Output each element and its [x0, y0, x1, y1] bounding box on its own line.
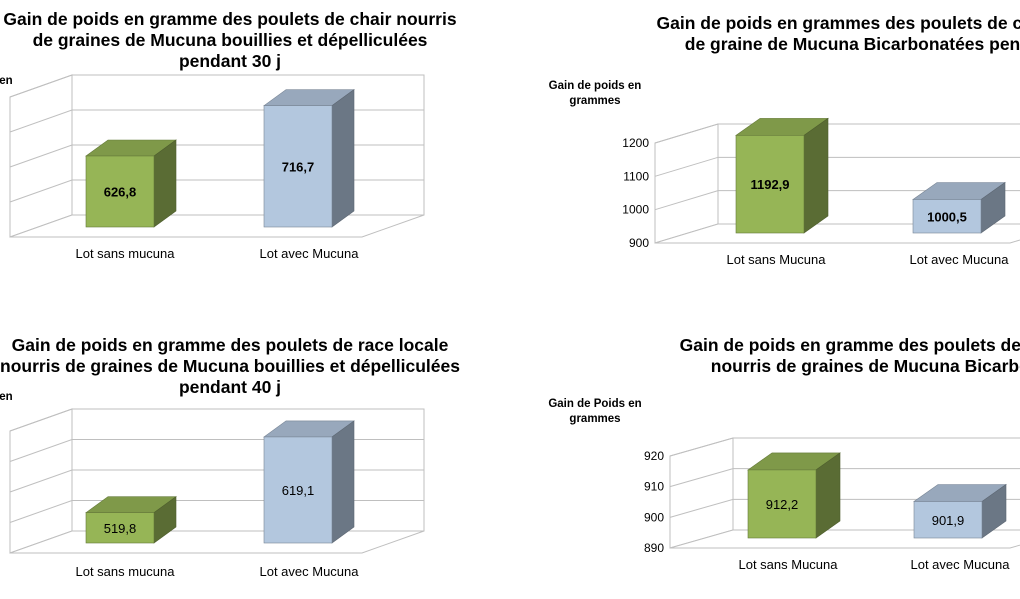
bar-value-label: 626,8 — [104, 184, 137, 199]
chart-plot-svg: 890 900 910 920 912,2 Lot sans Mucuna 901,9 Lot… — [644, 437, 1020, 572]
chart-title-line: Gain de poids en gramme des poulets de c… — [3, 9, 457, 29]
bar-value-label: 901,9 — [932, 513, 965, 528]
chart-locale-bouillies: 519,8 Lot sans mucuna 619,1 Lot avec Mucuna… — [0, 300, 490, 599]
y-axis-label: Gain de poids en grammes — [540, 79, 650, 109]
gridline — [9, 74, 424, 98]
chart-title-line: nourris de graines de Mucuna Bicarbonaté… — [710, 356, 1020, 376]
chart-plot-svg: 900 1000 1100 1200 1192,9 Lot sans Mucuna 1000… — [622, 117, 1020, 267]
chart-title-line: pendant 30 j — [178, 51, 282, 71]
gridline — [669, 468, 1020, 488]
y-axis-label-line: grammes — [0, 405, 10, 420]
x-tick-label: Lot sans Mucuna — [726, 252, 826, 267]
bar-value-label: 519,8 — [104, 521, 137, 536]
y-axis-label-line: Gain de poids en — [0, 75, 13, 87]
chart-title-line: de graines de Mucuna bouillies et dépell… — [32, 30, 428, 50]
gridline — [669, 437, 1020, 457]
y-axis-label-line: grammes — [569, 413, 621, 425]
y-tick-label: 890 — [644, 541, 664, 555]
y-tick-label: 910 — [644, 480, 664, 494]
chart-chair-bouillies: 626,8 Lot sans mucuna 716,7 Lot avec Mucuna… — [0, 0, 490, 290]
side-wall — [669, 437, 734, 549]
gridline — [654, 123, 1020, 144]
x-tick-label: Lot sans mucuna — [75, 246, 175, 261]
y-axis-label-line: Gain de poids en — [548, 80, 642, 92]
y-tick-label: 1100 — [623, 169, 649, 183]
bar-side — [331, 89, 355, 228]
x-tick-label: Lot avec Mucuna — [259, 564, 359, 579]
y-axis-label-line: grammes — [0, 89, 10, 104]
x-tick-label: Lot avec Mucuna — [910, 557, 1010, 572]
gridline — [9, 408, 424, 432]
y-tick-label: 900 — [629, 236, 649, 250]
bar-side — [331, 420, 355, 544]
bar-value-label: 1192,9 — [750, 177, 789, 192]
bar — [263, 105, 333, 228]
side-wall — [654, 123, 719, 244]
chart-locale-bicarbonatees: 890 900 910 920 912,2 Lot sans Mucuna 901,9 Lot… — [510, 300, 1020, 599]
y-tick-label: 1000 — [622, 203, 649, 217]
floor — [9, 214, 425, 238]
bar-value-label: 1000,5 — [927, 209, 967, 224]
chart-title-line: Gain de poids en grammes des poulets de … — [656, 13, 1020, 33]
y-axis-label-line: grammes — [569, 95, 621, 107]
chart-chair-bicarbonatees: 900 1000 1100 1200 1192,9 Lot sans Mucuna 1000… — [510, 0, 1020, 290]
bar — [913, 501, 983, 539]
chart-title: Gain de poids en gramme des poulets de r… — [578, 335, 1020, 377]
chart-title-line: nourris de graines de Mucuna bouillies e… — [0, 356, 460, 376]
chart-title-line: Gain de poids en gramme des poulets de r… — [11, 335, 449, 355]
bar — [85, 512, 155, 544]
x-tick-label: Lot avec Mucuna — [909, 252, 1009, 267]
bar-side — [803, 117, 829, 234]
bar — [747, 469, 817, 539]
y-axis-label: Gain de poids en grammes — [0, 74, 13, 104]
chart-title-line: Gain de poids en gramme des poulets de r… — [679, 335, 1020, 355]
chart-title: Gain de poids en grammes des poulets de … — [578, 13, 1020, 55]
bar-value-label: 912,2 — [766, 497, 799, 512]
chart-title: Gain de poids en gramme des poulets de c… — [0, 9, 490, 72]
x-tick-label: Lot sans Mucuna — [738, 557, 838, 572]
bar — [912, 199, 982, 234]
floor — [9, 530, 425, 554]
x-tick-label: Lot sans mucuna — [75, 564, 175, 579]
y-tick-label: 1200 — [622, 136, 649, 150]
chart-title-line: pendant 40 j — [178, 377, 282, 397]
chart-title: Gain de poids en gramme des poulets de r… — [0, 335, 490, 398]
y-tick-label: 900 — [644, 510, 664, 524]
chart-title-line: de graine de Mucuna Bicarbonatées pendan… — [684, 34, 1020, 54]
bar — [85, 155, 155, 228]
y-axis-label: Gain de poids en grammes — [0, 390, 13, 420]
bar-value-label: 716,7 — [282, 159, 315, 174]
bar-value-label: 619,1 — [282, 483, 315, 498]
bar — [735, 135, 805, 234]
chart-plot-svg: 626,8 Lot sans mucuna 716,7 Lot avec Mucuna — [9, 74, 425, 261]
y-tick-label: 920 — [644, 449, 664, 463]
y-axis-label-line: Gain de Poids en — [548, 398, 642, 410]
x-tick-label: Lot avec Mucuna — [259, 246, 359, 261]
y-axis-label-line: Gain de poids en — [0, 391, 13, 403]
y-axis-label: Gain de Poids en grammes — [540, 397, 650, 427]
gridline — [654, 156, 1020, 177]
chart-plot-svg: 519,8 Lot sans mucuna 619,1 Lot avec Mucuna — [9, 408, 425, 579]
bar — [263, 436, 333, 544]
